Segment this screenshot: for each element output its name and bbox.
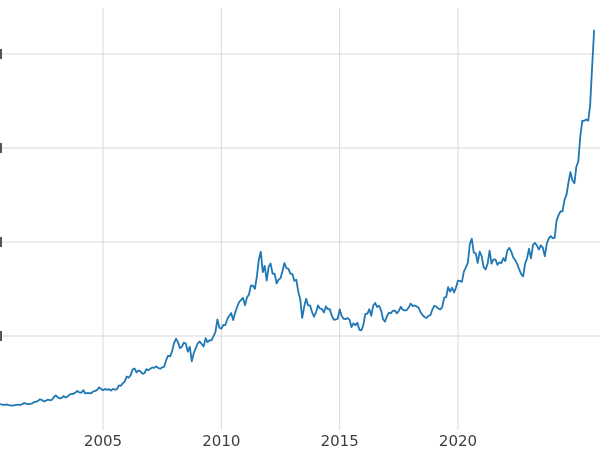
- x-tick-label: 2005: [84, 432, 122, 450]
- cropped-y-tick-mark: [0, 49, 2, 59]
- x-tick-label: 2010: [202, 432, 240, 450]
- x-tick-label: 2020: [439, 432, 477, 450]
- x-tick-label: 2015: [321, 432, 359, 450]
- cropped-y-tick-mark: [0, 331, 2, 341]
- cropped-y-tick-mark: [0, 237, 2, 247]
- cropped-y-tick-mark: [0, 143, 2, 153]
- price-line: [0, 29, 595, 407]
